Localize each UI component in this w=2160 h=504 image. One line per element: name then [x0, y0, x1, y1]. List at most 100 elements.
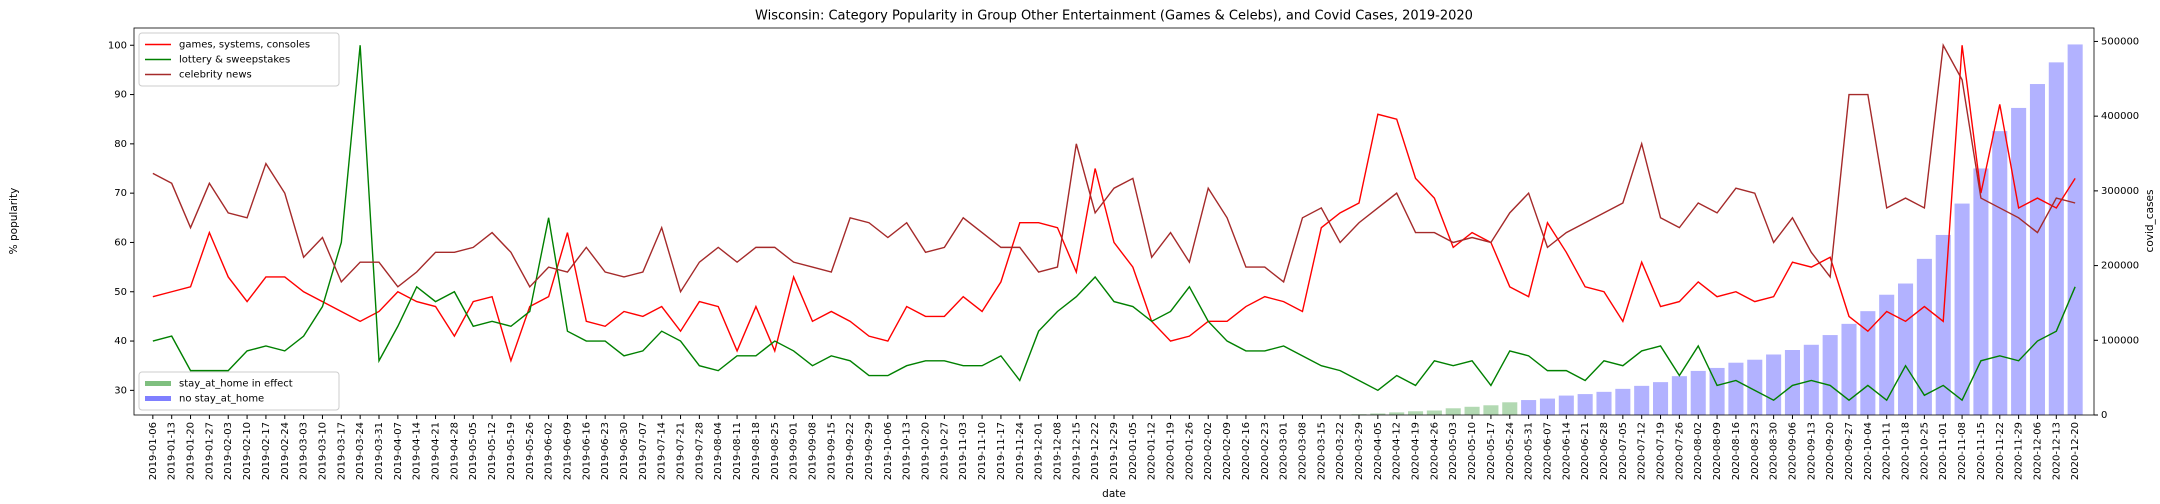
bar — [1464, 406, 1480, 415]
x-tick-label: 2019-05-26 — [525, 422, 536, 480]
x-tick-label: 2019-01-27 — [204, 422, 215, 480]
x-tick-label: 2019-04-07 — [393, 422, 404, 480]
x-tick-label: 2019-06-16 — [581, 422, 592, 480]
legend-box — [138, 32, 340, 87]
bar — [1954, 203, 1970, 415]
legend-label: stay_at_home in effect — [179, 379, 293, 390]
x-tick-label: 2020-04-05 — [1373, 422, 1384, 480]
y-tick-label: 60 — [114, 237, 127, 248]
x-tick-label: 2019-08-04 — [713, 422, 724, 480]
x-tick-label: 2020-11-08 — [1957, 422, 1968, 480]
x-tick-label: 2019-11-10 — [977, 422, 988, 480]
y2-tick-label: 300000 — [2101, 186, 2139, 197]
x-tick-label: 2020-06-14 — [1561, 422, 1572, 480]
x-tick-label: 2019-09-01 — [789, 422, 800, 480]
x-tick-label: 2020-08-30 — [1769, 422, 1780, 480]
legend-label: games, systems, consoles — [179, 40, 310, 51]
x-tick-label: 2020-01-26 — [1184, 422, 1195, 480]
x-tick-label: 2019-03-03 — [299, 422, 310, 480]
lines — [152, 42, 2076, 402]
x-tick-label: 2020-01-05 — [1128, 422, 1139, 480]
x-tick-label: 2020-06-28 — [1599, 422, 1610, 480]
bar — [2067, 44, 2083, 416]
bar — [1502, 402, 1518, 415]
y-tick-label: 40 — [114, 336, 127, 347]
x-tick-label: 2019-10-06 — [883, 422, 894, 480]
x-tick-label: 2019-10-20 — [921, 422, 932, 480]
x-tick-label: 2020-08-02 — [1693, 422, 1704, 480]
x-tick-label: 2020-05-10 — [1467, 422, 1478, 480]
x-tick-label: 2020-12-20 — [2070, 422, 2081, 480]
y2-tick-label: 100000 — [2101, 335, 2139, 346]
x-tick-label: 2019-05-19 — [506, 422, 517, 480]
x-tick-label: 2019-02-10 — [242, 422, 253, 480]
bar — [1916, 258, 1932, 415]
bar — [1483, 405, 1499, 415]
x-tick-label: 2020-02-23 — [1260, 422, 1271, 480]
y2-tick-label: 200000 — [2101, 261, 2139, 272]
x-tick-label: 2019-12-15 — [1071, 422, 1082, 480]
y2-tick-label: 500000 — [2101, 36, 2139, 47]
bar — [1445, 408, 1461, 415]
x-tick-label: 2020-08-23 — [1750, 422, 1761, 480]
bar — [1728, 362, 1744, 415]
x-tick-label: 2019-09-22 — [845, 422, 856, 480]
bar — [1539, 398, 1555, 415]
x-tick-label: 2019-09-08 — [807, 422, 818, 480]
x-tick-label: 2020-09-20 — [1825, 422, 1836, 480]
bar — [1898, 283, 1914, 415]
x-tick-label: 2019-04-28 — [449, 422, 460, 480]
bar — [1653, 382, 1669, 415]
x-tick-label: 2019-09-29 — [864, 422, 875, 480]
bar — [1747, 359, 1763, 415]
bar — [1596, 391, 1612, 415]
x-tick-label: 2020-05-31 — [1524, 422, 1535, 480]
x-tick-label: 2020-06-21 — [1580, 422, 1591, 480]
y-tick-label: 100 — [108, 40, 127, 51]
x-tick-label: 2019-09-15 — [826, 422, 837, 480]
x-tick-label: 2019-12-22 — [1090, 422, 1101, 480]
bar — [1426, 410, 1442, 415]
x-tick-label: 2020-08-09 — [1712, 422, 1723, 480]
x-tick-label: 2019-01-13 — [167, 422, 178, 480]
bar — [1841, 323, 1857, 415]
x-tick-label: 2019-06-02 — [544, 422, 555, 480]
y-tick-label: 50 — [114, 287, 127, 298]
x-tick-label: 2019-01-06 — [148, 422, 159, 480]
x-tick-label: 2020-08-16 — [1731, 422, 1742, 480]
x-tick-label: 2019-11-17 — [996, 422, 1007, 480]
x-tick-label: 2019-02-03 — [223, 422, 234, 480]
x-tick-label: 2019-08-11 — [732, 422, 743, 480]
x-tick-label: 2019-06-30 — [619, 422, 630, 480]
y2-tick-label: 400000 — [2101, 111, 2139, 122]
x-tick-label: 2019-07-21 — [676, 422, 687, 480]
x-tick-label: 2019-10-13 — [902, 422, 913, 480]
x-tick-label: 2020-11-01 — [1938, 422, 1949, 480]
x-tick-label: 2020-10-25 — [1919, 422, 1930, 480]
bars — [1332, 44, 2083, 416]
y2-tick-label: 0 — [2101, 410, 2107, 421]
x-tick-label: 2020-09-06 — [1787, 422, 1798, 480]
x-tick-label: 2020-12-06 — [2032, 422, 2043, 480]
bar — [1766, 354, 1782, 415]
bar — [1558, 395, 1574, 415]
x-tick-label: 2020-06-07 — [1542, 422, 1553, 480]
y2-axis-label: covid_cases — [2144, 190, 2156, 253]
line-series — [152, 42, 2076, 294]
bar — [1784, 350, 1800, 415]
bar — [1521, 400, 1537, 415]
x-tick-label: 2020-07-26 — [1674, 422, 1685, 480]
y-tick-label: 30 — [114, 385, 127, 396]
bar — [1389, 412, 1405, 415]
x-tick-label: 2019-02-24 — [280, 422, 291, 480]
bar — [1615, 388, 1631, 415]
x-tick-label: 2019-01-20 — [186, 422, 197, 480]
bar — [1370, 413, 1386, 415]
x-tick-label: 2020-05-17 — [1486, 422, 1497, 480]
x-tick-label: 2019-03-10 — [317, 422, 328, 480]
x-tick-label: 2020-03-08 — [1297, 422, 1308, 480]
x-tick-label: 2020-05-24 — [1505, 422, 1516, 480]
x-tick-label: 2019-02-17 — [261, 422, 272, 480]
x-tick-label: 2020-04-19 — [1411, 422, 1422, 480]
x-tick-label: 2020-10-11 — [1882, 422, 1893, 480]
